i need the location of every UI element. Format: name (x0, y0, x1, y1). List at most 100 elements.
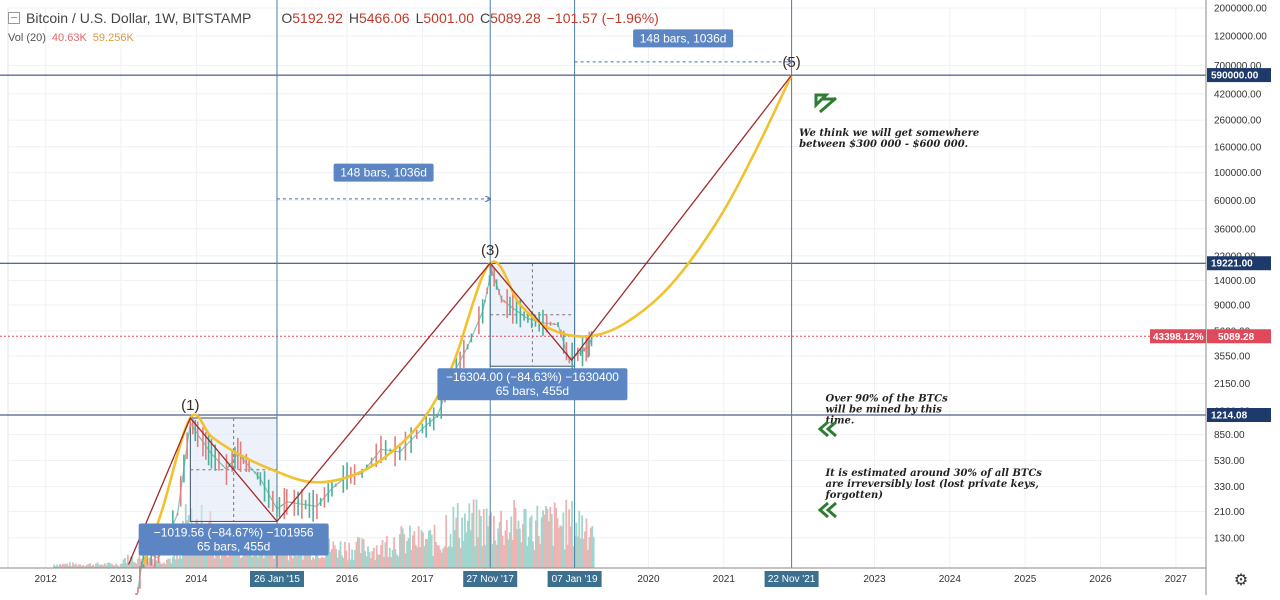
volume-bar (540, 517, 543, 568)
collapse-icon[interactable] (8, 12, 20, 24)
volume-bar (134, 562, 137, 568)
volume-bar (487, 526, 489, 568)
y-tick-label: 160000.00 (1214, 142, 1262, 153)
volume-bar (529, 517, 531, 568)
volume-bar (83, 566, 86, 568)
volume-bar (273, 559, 275, 568)
volume-bar (397, 556, 400, 568)
volume-bar (148, 557, 151, 568)
volume-bar (500, 510, 503, 568)
volume-bar (144, 561, 147, 568)
volume-bar (536, 505, 539, 568)
y-tick-label: 3550.00 (1214, 352, 1251, 363)
volume-bar (527, 536, 530, 568)
volume-bar (163, 562, 165, 568)
volume-bar (286, 548, 288, 568)
volume-bar (151, 559, 154, 568)
volume-bar (506, 519, 508, 568)
volume-bar (478, 509, 481, 568)
volume-bar (394, 549, 397, 568)
green-arrow-icon (814, 93, 837, 114)
volume-bar (549, 506, 552, 568)
wave-label-3: (3) (481, 242, 499, 259)
volume-bar (336, 557, 339, 568)
volume-bar (138, 555, 141, 568)
volume-bar (129, 556, 132, 568)
symbol-title[interactable]: Bitcoin / U.S. Dollar, 1W, BITSTAMP (26, 10, 252, 26)
volume-bar (342, 557, 345, 568)
volume-bar (359, 553, 362, 568)
volume-bar (87, 563, 90, 568)
volume-bar (579, 538, 582, 568)
volume-bar (89, 563, 92, 568)
volume-bar (413, 531, 416, 568)
volume-bar (368, 551, 371, 568)
volume-bar (118, 566, 121, 568)
duration-label: 148 bars, 1036d (640, 31, 727, 45)
volume-bar (226, 557, 229, 568)
volume-bar (255, 546, 258, 568)
volume-bar (72, 562, 74, 568)
volume-bar (328, 538, 330, 568)
volume-bar (426, 538, 429, 568)
volume-bar (410, 549, 413, 568)
volume-bar (260, 547, 262, 568)
volume-label[interactable]: Vol (20) (8, 32, 46, 44)
volume-bar (388, 547, 391, 568)
volume-bar (485, 508, 488, 568)
percent-label: 43398.12% (1153, 332, 1204, 343)
volume-bar (289, 549, 291, 568)
volume-bar (225, 550, 228, 568)
volume-bar (582, 538, 585, 568)
volume-bar (121, 563, 123, 568)
date-marker-tag (249, 571, 304, 587)
volume-bar (99, 564, 102, 568)
volume-bar (466, 520, 469, 568)
chart-header: Bitcoin / U.S. Dollar, 1W, BITSTAMP O 519… (8, 10, 659, 50)
x-tick-label: 2021 (713, 574, 736, 585)
volume-bar (93, 566, 96, 568)
volume-bar (137, 558, 139, 568)
volume-bar (171, 557, 174, 568)
date-marker-tag (764, 571, 819, 587)
volume-bar (153, 564, 155, 568)
volume-bar (429, 529, 432, 568)
volume-bar (403, 534, 406, 568)
volume-bar (438, 545, 440, 568)
open-value: 5192.92 (292, 10, 343, 26)
volume-bar (374, 560, 377, 568)
volume-bar (82, 565, 84, 568)
annotation-2-line-0: It is estimated around 30% of all BTCs (825, 468, 1043, 479)
y-tick-label: 2150.00 (1214, 379, 1251, 390)
volume-bar (482, 508, 485, 568)
volume-bar (280, 548, 283, 568)
volume-bar (274, 551, 277, 568)
volume-bar (320, 556, 323, 568)
volume-bar (398, 534, 401, 568)
volume-bar (422, 532, 424, 568)
gear-icon[interactable]: ⚙ (1233, 570, 1249, 589)
low-value: 5001.00 (423, 10, 474, 26)
volume-bar (319, 558, 322, 568)
volume-bar (387, 556, 390, 568)
high-key: H (348, 10, 359, 26)
volume-bar (354, 549, 356, 568)
volume-bar (158, 561, 161, 568)
y-tick-label: 260000.00 (1214, 116, 1262, 127)
volume-bar (539, 543, 542, 568)
volume-bar (458, 538, 461, 568)
volume-bar (307, 545, 310, 568)
close-key: C (480, 10, 491, 26)
x-tick-label: 2024 (939, 574, 962, 585)
volume-bar (459, 547, 462, 568)
volume-bar (589, 527, 592, 568)
volume-bar (58, 564, 61, 568)
volume-bar (291, 558, 294, 568)
price-level-tag (1207, 68, 1271, 83)
y-tick-label: 420000.00 (1214, 89, 1262, 100)
volume-bar (417, 526, 420, 568)
volume-bar (86, 564, 89, 568)
date-marker-label: 07 Jan '19 (552, 574, 598, 585)
